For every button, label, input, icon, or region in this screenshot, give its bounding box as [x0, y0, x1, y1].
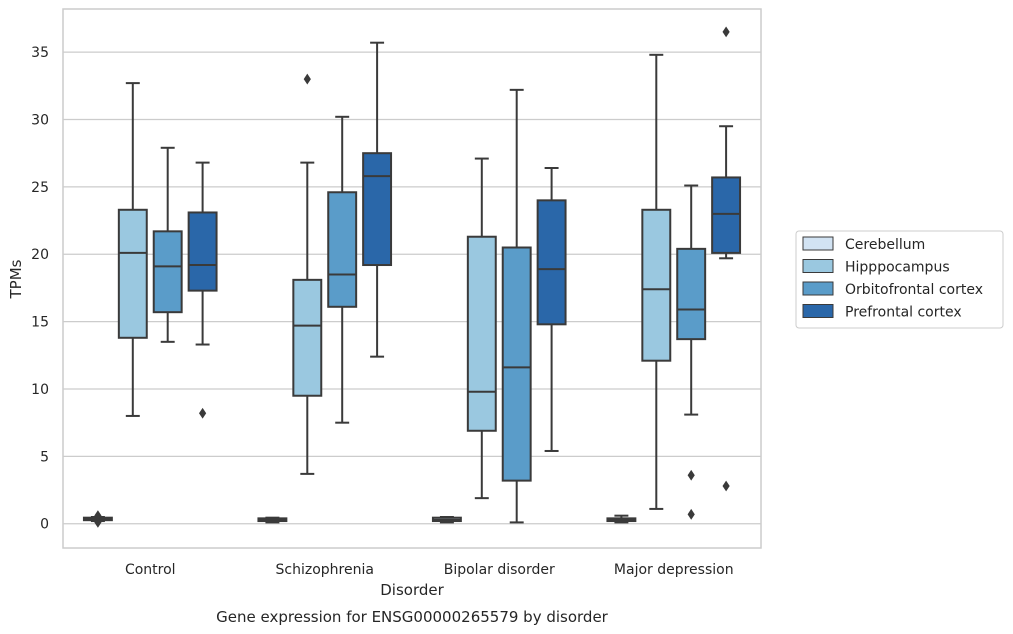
legend-items: Cerebellum Hipppocampus Orbitofrontal cort… [802, 236, 983, 321]
series-cerebellum [82, 510, 637, 528]
box-iqr [362, 152, 393, 267]
outlier-point [687, 469, 695, 481]
outlier-point [94, 510, 102, 522]
legend-item: Cerebellum [802, 236, 925, 253]
box-plot [501, 88, 532, 524]
box-iqr [117, 208, 148, 339]
legend-label: Cerebellum [845, 237, 925, 253]
x-axis-ticks: Control Schizophrenia Bipolar disorder Majo… [125, 562, 734, 578]
legend-item: Hipppocampus [802, 259, 950, 276]
box-plot [676, 184, 707, 520]
box-plot [292, 73, 323, 475]
series-prefrontal-cortex [187, 26, 742, 492]
box-plot [641, 53, 672, 510]
legend-swatch [802, 236, 834, 251]
y-tick-label: 35 [31, 45, 49, 61]
box-plot [431, 516, 462, 524]
box-iqr [466, 235, 497, 432]
legend-label: Hipppocampus [845, 260, 950, 276]
x-tick-label: Major depression [614, 562, 734, 578]
box-iqr [536, 199, 567, 326]
series-orbitofrontal-cortex [152, 88, 707, 524]
box-plot [606, 514, 637, 524]
outlier-point [199, 407, 207, 419]
outlier-point [722, 26, 730, 38]
box-series [82, 26, 742, 528]
box-plot [536, 167, 567, 452]
legend-frame [795, 230, 1004, 329]
legend-swatch [802, 304, 834, 318]
box-iqr [292, 278, 323, 397]
outlier-point [687, 508, 695, 520]
y-tick-label: 15 [31, 315, 49, 331]
outlier-point [303, 73, 311, 85]
y-tick-label: 10 [31, 382, 49, 398]
legend-item: Orbitofrontal cortex [802, 281, 983, 298]
box-plot [82, 510, 113, 528]
outlier-point [94, 516, 102, 528]
x-tick-label: Bipolar disorder [444, 562, 555, 578]
box-plot [152, 146, 183, 343]
y-tick-label: 5 [40, 449, 49, 465]
x-tick-label: Control [125, 562, 176, 578]
box-plot [711, 26, 742, 492]
box-plot [362, 41, 393, 358]
box-iqr [501, 246, 532, 482]
x-tick-label: Schizophrenia [276, 562, 374, 578]
legend-item: Prefrontal cortex [802, 304, 962, 321]
box-iqr [152, 230, 183, 314]
box-plot [187, 161, 218, 419]
x-axis-title: Disorder [380, 581, 444, 599]
y-tick-label: 0 [40, 517, 49, 533]
y-axis-title: TPMs [7, 259, 25, 299]
y-tick-label: 25 [31, 180, 49, 196]
box-iqr [187, 211, 218, 292]
plot-area-frame [62, 8, 762, 549]
legend: Cerebellum Hipppocampus Orbitofrontal cort… [795, 230, 1004, 329]
y-axis-ticks: 0 5 10 15 20 25 30 35 [31, 45, 49, 533]
box-iqr [641, 208, 672, 362]
box-plot [257, 516, 288, 524]
series-hipppocampus [117, 53, 672, 510]
y-tick-label: 30 [31, 112, 49, 128]
legend-swatch [802, 259, 834, 273]
box-plot [117, 82, 148, 417]
legend-swatch [802, 281, 834, 296]
box-plot [466, 157, 497, 500]
box-plot [327, 115, 358, 424]
box-iqr [327, 191, 358, 308]
box-iqr [676, 247, 707, 341]
legend-label: Prefrontal cortex [845, 305, 962, 321]
box-iqr [711, 176, 742, 254]
chart-caption: Gene expression for ENSG00000265579 by d… [216, 608, 609, 626]
legend-label: Orbitofrontal cortex [845, 282, 983, 298]
y-tick-label: 20 [31, 247, 49, 263]
outlier-point [722, 480, 730, 492]
